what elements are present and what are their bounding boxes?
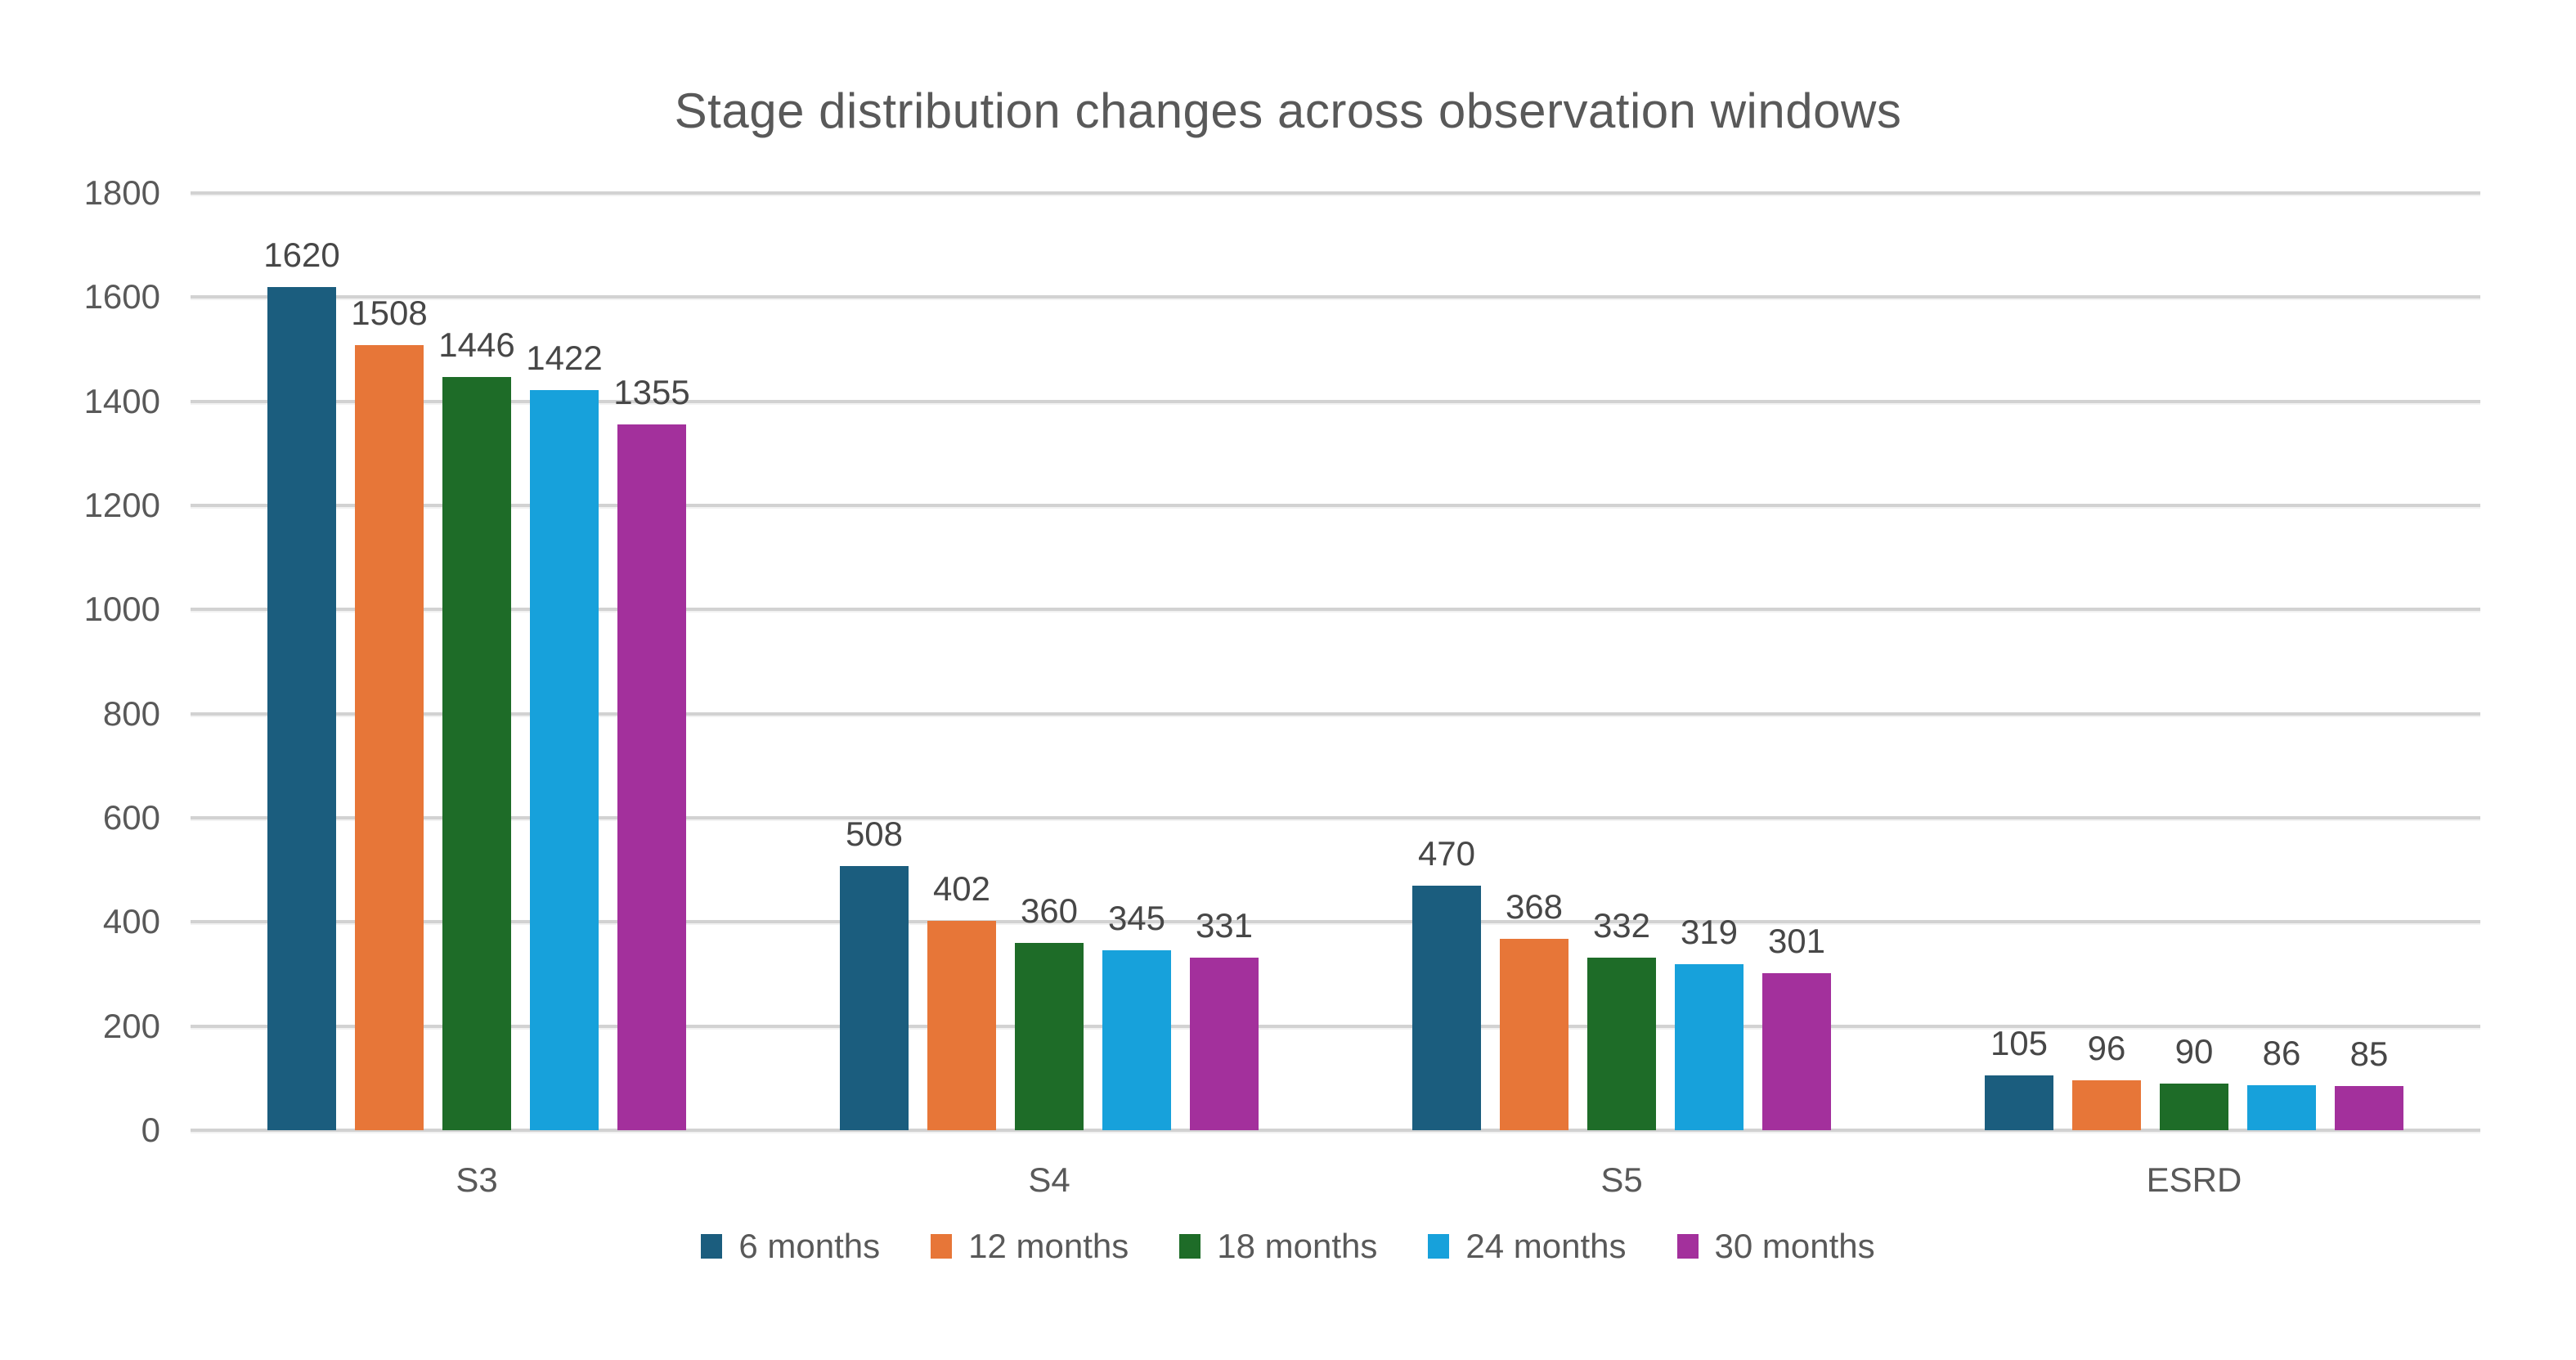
bar-S4-24-months	[1102, 950, 1171, 1130]
legend-marker-24-months-icon	[1428, 1234, 1450, 1259]
x-category-label-S3: S3	[456, 1160, 498, 1199]
gridline-400	[191, 920, 2480, 924]
legend-label-18-months: 18 months	[1217, 1227, 1378, 1265]
x-category-label-S5: S5	[1600, 1160, 1643, 1199]
y-tick-label-400: 400	[102, 902, 160, 941]
bar-S4-12-months	[927, 921, 996, 1130]
bar-value-S5-18-months: 332	[1592, 906, 1651, 945]
gridline-600	[191, 816, 2480, 819]
bar-value-ESRD-6-months: 105	[1990, 1024, 2049, 1062]
bar-S5-18-months	[1587, 958, 1656, 1130]
plot-area: 1620 1508 1446 1422 1355 508 402 360 345 331 470 36…	[191, 191, 2480, 1132]
gridline-1600	[191, 295, 2480, 299]
legend: 6 months 12 months 18 months 24 months 30 mo…	[0, 1227, 2576, 1266]
bar-S5-6-months	[1412, 886, 1481, 1130]
chart-title: Stage distribution changes across observ…	[674, 83, 1902, 138]
bar-value-S4-24-months: 345	[1107, 899, 1166, 937]
bar-S4-6-months	[840, 866, 909, 1130]
y-tick-label-1800: 1800	[83, 173, 160, 212]
bar-value-S5-6-months: 470	[1417, 834, 1476, 873]
bar-S3-30-months	[617, 424, 686, 1130]
bar-value-S5-12-months: 368	[1505, 887, 1564, 926]
bar-ESRD-30-months	[2335, 1086, 2403, 1130]
bar-ESRD-12-months	[2072, 1080, 2141, 1130]
bar-S4-30-months	[1190, 958, 1259, 1130]
bar-value-S3-12-months: 1508	[351, 294, 428, 332]
legend-label-6-months: 6 months	[738, 1227, 881, 1265]
bar-value-S4-18-months: 360	[1020, 891, 1079, 930]
bar-value-ESRD-18-months: 90	[2174, 1032, 2214, 1070]
bar-ESRD-24-months	[2247, 1085, 2316, 1130]
legend-item-24-months: 24 months	[1428, 1227, 1627, 1266]
legend-item-12-months: 12 months	[931, 1227, 1129, 1266]
bar-S4-18-months	[1015, 943, 1084, 1130]
legend-marker-12-months-icon	[931, 1234, 953, 1259]
bar-S5-30-months	[1762, 973, 1831, 1130]
bar-value-S5-24-months: 319	[1680, 913, 1739, 951]
bar-S5-24-months	[1675, 964, 1744, 1130]
bar-value-S4-30-months: 331	[1195, 906, 1254, 945]
bar-ESRD-18-months	[2160, 1084, 2228, 1130]
y-tick-label-1000: 1000	[83, 590, 160, 629]
x-category-label-S4: S4	[1028, 1160, 1070, 1199]
y-tick-label-1600: 1600	[83, 277, 160, 316]
y-tick-label-800: 800	[102, 693, 160, 733]
bar-value-S3-6-months: 1620	[263, 236, 340, 274]
legend-item-6-months: 6 months	[701, 1227, 880, 1266]
gridline-0	[191, 1129, 2480, 1132]
legend-marker-18-months-icon	[1179, 1234, 1201, 1259]
gridline-800	[191, 711, 2480, 716]
y-tick-label-0: 0	[141, 1111, 160, 1149]
gridline-1400	[191, 399, 2480, 403]
bar-value-S5-30-months: 301	[1767, 922, 1826, 960]
legend-label-24-months: 24 months	[1465, 1227, 1627, 1265]
y-tick-label-1400: 1400	[83, 381, 160, 420]
gridline-1800	[191, 191, 2480, 195]
bar-value-ESRD-12-months: 96	[2087, 1029, 2126, 1067]
bar-value-S3-18-months: 1446	[438, 325, 515, 364]
gridline-200	[191, 1024, 2480, 1028]
x-category-label-ESRD: ESRD	[2146, 1160, 2242, 1199]
gridline-1000	[191, 608, 2480, 612]
legend-marker-30-months-icon	[1676, 1234, 1699, 1259]
legend-marker-6-months-icon	[701, 1234, 723, 1259]
gridline-1200	[191, 504, 2480, 507]
legend-label-30-months: 30 months	[1714, 1227, 1875, 1265]
bar-S5-12-months	[1500, 939, 1568, 1130]
legend-label-12-months: 12 months	[968, 1227, 1129, 1265]
bar-value-ESRD-24-months: 86	[2262, 1034, 2301, 1072]
bar-S3-24-months	[530, 390, 599, 1130]
bar-S3-12-months	[355, 345, 424, 1130]
bar-value-S4-6-months: 508	[845, 815, 904, 853]
legend-item-18-months: 18 months	[1179, 1227, 1377, 1266]
y-tick-label-200: 200	[102, 1006, 160, 1045]
bar-value-S3-30-months: 1355	[613, 373, 690, 411]
bar-value-S3-24-months: 1422	[526, 339, 603, 377]
y-tick-label-1200: 1200	[83, 486, 160, 524]
legend-item-30-months: 30 months	[1676, 1227, 1875, 1266]
y-tick-label-600: 600	[102, 798, 160, 837]
bar-S3-6-months	[267, 287, 336, 1130]
bar-S3-18-months	[442, 377, 511, 1130]
bar-value-S4-12-months: 402	[932, 869, 991, 908]
bar-ESRD-6-months	[1985, 1075, 2053, 1130]
bar-value-ESRD-30-months: 85	[2349, 1035, 2389, 1073]
